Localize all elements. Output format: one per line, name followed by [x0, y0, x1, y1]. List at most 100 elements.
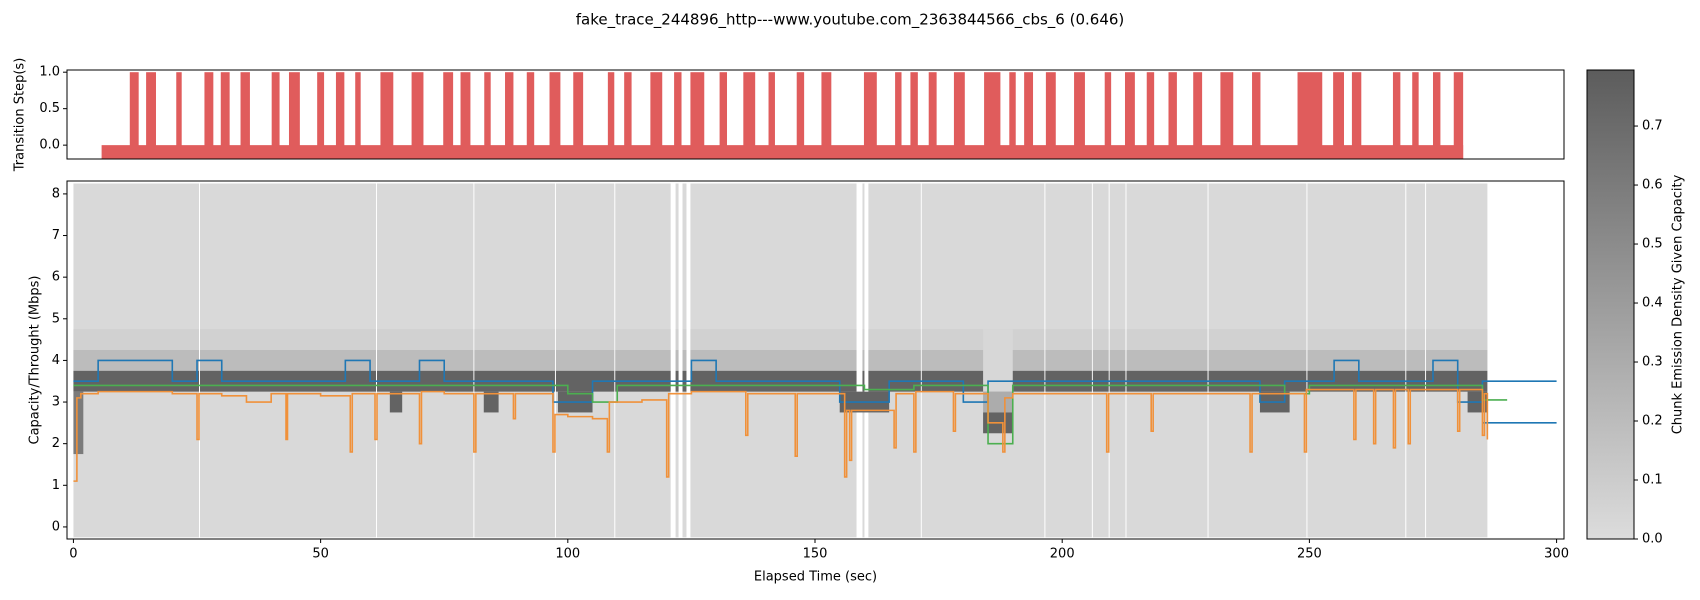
- transition-bar: [928, 72, 937, 159]
- step-line: [73, 359, 1557, 403]
- transition-bar: [1252, 72, 1261, 159]
- density-cell: [868, 350, 921, 371]
- y-tick-label: 3: [52, 395, 60, 410]
- x-tick-label: 0: [69, 547, 77, 562]
- density-cell: [555, 329, 615, 351]
- y-tick-label: 4: [52, 353, 60, 368]
- transition-bar: [573, 72, 584, 159]
- transition-bar: [317, 72, 325, 159]
- density-cell: [675, 329, 679, 351]
- plot-area: [73, 183, 1557, 538]
- colorbar-tick-label: 0.4: [1642, 296, 1663, 311]
- density-cell: [483, 391, 499, 413]
- density-cell: [73, 391, 84, 455]
- density-cell: [862, 350, 865, 371]
- density-cell: [555, 350, 615, 371]
- density-cell: [1307, 329, 1406, 351]
- colorbar-tick-label: 0.2: [1642, 414, 1663, 429]
- transition-bar: [1412, 72, 1419, 159]
- density-cell: [73, 370, 200, 392]
- density-cell: [1126, 329, 1208, 351]
- density-cell: [555, 370, 615, 392]
- colorbar-tick-label: 0.5: [1642, 237, 1663, 252]
- density-cell: [615, 350, 671, 371]
- colorbar-tick-label: 0.7: [1642, 119, 1663, 134]
- density-cell: [921, 350, 1045, 371]
- y-tick-label: 1.0: [39, 65, 60, 80]
- transition-bar: [1168, 72, 1177, 159]
- density-cell: [1109, 350, 1126, 371]
- colorbar-tick-label: 0.6: [1642, 178, 1663, 193]
- step-line: [73, 388, 1489, 482]
- density-cell: [1126, 350, 1208, 371]
- x-tick-label: 50: [312, 547, 329, 562]
- transition-bar: [690, 72, 705, 159]
- transition-bar: [796, 72, 805, 159]
- transition-bar: [380, 72, 394, 159]
- transition-bar: [271, 72, 280, 159]
- y-tick-label: 2: [52, 436, 60, 451]
- x-tick-label: 250: [1297, 547, 1322, 562]
- transition-bar: [768, 72, 775, 159]
- transition-bar: [719, 72, 728, 159]
- density-cell: [199, 350, 376, 371]
- transition-bar: [743, 72, 756, 159]
- transition-bar: [1333, 72, 1344, 159]
- density-cell: [1426, 329, 1488, 351]
- density-cell: [690, 329, 857, 351]
- density-cell: [1109, 329, 1126, 351]
- transition-bar: [863, 72, 877, 159]
- transition-bar: [1220, 72, 1234, 159]
- y-tick-label: 6: [52, 270, 60, 285]
- density-cell: [921, 370, 1045, 392]
- transition-bar: [1351, 72, 1362, 159]
- transition-bar: [484, 72, 491, 159]
- transition-bar: [1045, 72, 1056, 159]
- transition-bar: [674, 72, 682, 159]
- transition-bar: [526, 72, 535, 159]
- transition-bar: [607, 72, 615, 159]
- density-cell: [474, 329, 555, 351]
- transition-bar: [1392, 72, 1401, 159]
- y-tick-label: 0: [52, 519, 60, 534]
- density-cell: [474, 350, 555, 371]
- transition-bar: [1432, 72, 1441, 159]
- transition-bar: [505, 72, 514, 159]
- transition-bar: [1146, 72, 1155, 159]
- density-cell: [1426, 370, 1488, 392]
- transition-bar: [240, 72, 250, 159]
- transition-bar: [910, 72, 918, 159]
- y-tick-label: 8: [52, 186, 60, 201]
- transition-bar: [1453, 72, 1464, 159]
- colorbar-tick-label: 0.3: [1642, 355, 1663, 370]
- transition-bar: [220, 72, 230, 159]
- plot-area: [101, 72, 1464, 159]
- density-cell: [921, 329, 1045, 351]
- transition-bar: [355, 72, 361, 159]
- density-cell: [1307, 370, 1406, 392]
- transition-bar: [984, 72, 1001, 159]
- plot-frame: [66, 69, 1565, 160]
- transition-bar: [1104, 72, 1112, 159]
- x-tick-label: 100: [555, 547, 580, 562]
- density-cell: [1092, 350, 1109, 371]
- transition-bar: [624, 72, 632, 159]
- density-cell: [73, 329, 200, 351]
- transition-bar: [146, 72, 156, 159]
- y-tick-label: 0.5: [39, 101, 60, 116]
- colorbar-tick-label: 0.0: [1642, 532, 1663, 547]
- transition-bar: [176, 72, 182, 159]
- density-cell: [1045, 350, 1092, 371]
- density-cell: [1208, 350, 1307, 371]
- colorbar: [1586, 69, 1635, 540]
- x-tick-label: 150: [803, 547, 828, 562]
- colorbar-tick-label: 0.1: [1642, 473, 1663, 488]
- plot-frame: [66, 180, 1565, 540]
- density-cell: [1045, 329, 1092, 351]
- y-tick-label: 1: [52, 478, 60, 493]
- density-cell: [862, 329, 865, 351]
- density-cell: [868, 329, 921, 351]
- transition-bar: [460, 72, 471, 159]
- density-cell: [690, 350, 857, 371]
